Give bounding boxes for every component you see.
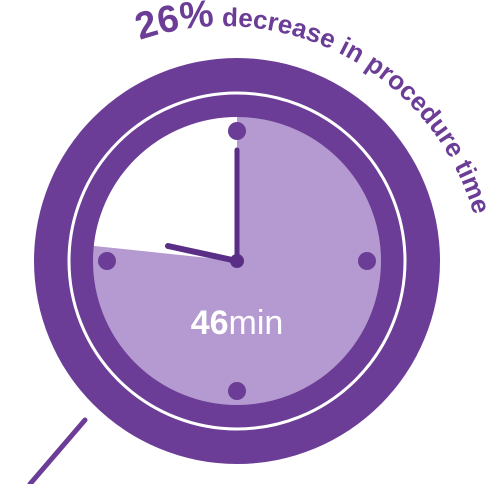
time-value: 46min	[191, 304, 284, 342]
headline-percent: 26%	[130, 0, 215, 48]
hour-hand	[165, 243, 240, 264]
marker-9	[98, 252, 116, 270]
marker-6	[228, 382, 246, 400]
time-unit: min	[229, 304, 284, 342]
inner-ring-line	[67, 91, 407, 431]
clock-face-rim	[87, 111, 387, 411]
clock-center	[230, 254, 244, 268]
time-number: 46	[191, 304, 229, 342]
marker-3	[358, 252, 376, 270]
pointer-line	[27, 417, 88, 484]
marker-12	[228, 122, 246, 140]
